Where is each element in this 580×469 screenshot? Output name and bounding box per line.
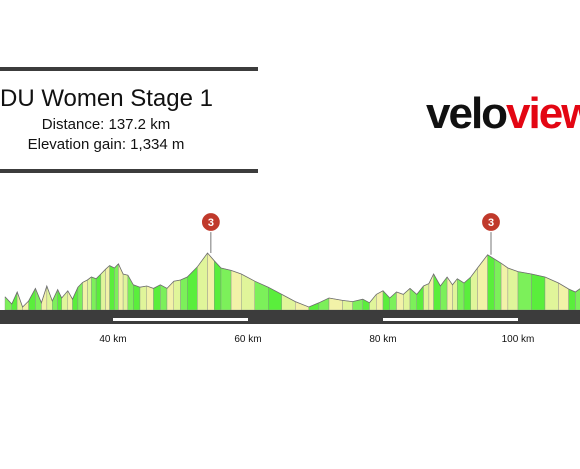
profile-segment: [122, 273, 129, 311]
distance-tick-label: 100 km: [502, 334, 535, 345]
profile-segment: [207, 252, 215, 311]
profile-segment: [95, 273, 102, 311]
profile-segment: [382, 290, 390, 311]
climb-category-badge: [480, 211, 502, 233]
distance-bar-stripe: [383, 318, 518, 321]
distance-ticks: 40 km 60 km 80 km 100 km: [99, 334, 534, 345]
stage-title: DU Women Stage 1: [0, 85, 213, 112]
distance-bar-stripe: [113, 318, 248, 321]
distance-tick-label: 80 km: [369, 334, 396, 345]
profile-segment: [118, 263, 124, 311]
profile-segment: [457, 278, 465, 311]
profile-segment: [100, 268, 106, 311]
climb-category-badge: [200, 211, 221, 233]
profile-segment: [72, 287, 79, 311]
climb-category-label: 3: [488, 217, 494, 229]
profile-segment: [109, 265, 115, 311]
profile-segment: [173, 279, 181, 311]
profile-segment: [281, 294, 296, 311]
profile-segment: [82, 279, 88, 311]
profile-segment: [197, 252, 208, 311]
stage-info-box: DU Women Stage 1 Distance: 137.2 km Elev…: [0, 67, 258, 173]
stage-distance: Distance: 137.2 km: [41, 116, 171, 133]
profile-segment: [61, 290, 68, 311]
profile-outline: [4, 252, 580, 308]
title-bottom-rule: [0, 169, 258, 173]
profile-segment: [139, 285, 147, 311]
profile-segment: [487, 254, 495, 311]
logo-velo-text: velo: [426, 89, 508, 138]
profile-segment: [558, 282, 569, 311]
profile-segment: [477, 254, 488, 311]
profile-segment: [352, 298, 363, 311]
profile-segment: [230, 270, 242, 311]
distance-tick-label: 40 km: [99, 334, 126, 345]
profile-segment: [241, 273, 255, 311]
profile-segment: [187, 266, 198, 311]
profile-segment: [531, 273, 546, 311]
profile-segment: [254, 280, 269, 311]
profile-segment: [494, 258, 502, 311]
profile-segment: [568, 288, 576, 311]
profile-segment: [153, 284, 161, 311]
profile-segment: [166, 280, 174, 311]
profile-segment: [146, 285, 154, 311]
profile-segment: [318, 297, 330, 311]
profile-segment: [500, 262, 509, 311]
profile-line: [4, 252, 580, 308]
profile-segment: [105, 265, 110, 311]
profile-segment: [470, 267, 478, 311]
profile-segment: [369, 293, 377, 311]
profile-segments: [4, 252, 580, 311]
climb-category-label: 3: [208, 217, 214, 229]
stage-elevation-gain: Elevation gain: 1,334 m: [27, 136, 185, 153]
profile-segment: [35, 288, 42, 311]
profile-segment: [87, 276, 92, 311]
profile-segment: [67, 290, 73, 311]
logo-view-text: view: [506, 89, 580, 138]
profile-segment: [57, 289, 62, 311]
distance-bar: [0, 310, 580, 324]
profile-segment: [507, 267, 519, 311]
profile-segment: [214, 260, 222, 311]
title-top-rule: [0, 67, 258, 71]
profile-segment: [160, 284, 168, 311]
profile-segment: [220, 267, 232, 311]
profile-segment: [342, 300, 353, 311]
profile-segment: [446, 276, 453, 311]
distance-axis: [0, 310, 580, 324]
profile-segment: [133, 284, 141, 311]
veloview-logo: veloview: [426, 92, 580, 136]
profile-segment: [517, 271, 532, 311]
profile-segment: [91, 276, 97, 311]
profile-segment: [180, 276, 188, 311]
profile-segment: [423, 283, 430, 311]
distance-tick-label: 60 km: [234, 334, 261, 345]
profile-segment: [114, 263, 119, 311]
profile-segment: [396, 291, 404, 311]
